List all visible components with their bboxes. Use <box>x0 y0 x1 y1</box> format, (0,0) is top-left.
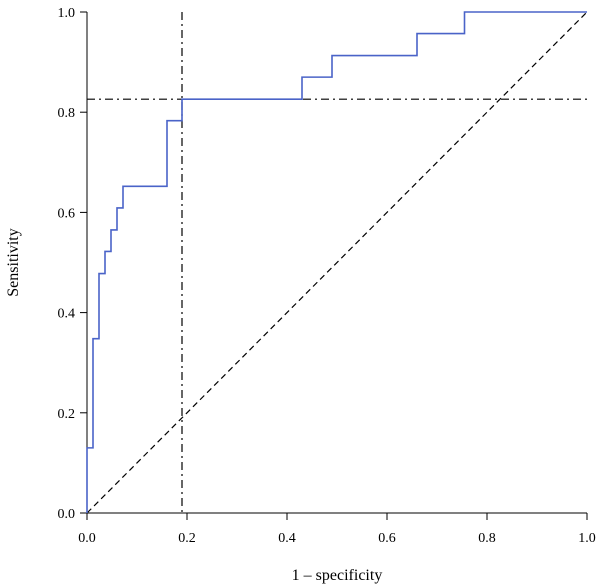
series-group <box>86 11 587 513</box>
x-tick-label: 0.8 <box>478 531 496 546</box>
reference-line-diagonal <box>86 11 588 514</box>
x-tick-label: 0.2 <box>178 531 196 546</box>
reference-lines <box>86 11 588 514</box>
x-tick-label: 1.0 <box>578 531 596 546</box>
x-tick-label: 0.0 <box>78 531 96 546</box>
x-tick-label: 0.6 <box>378 531 396 546</box>
y-axis-title: Sensitivity <box>5 228 22 296</box>
y-tick-label: 0.4 <box>58 307 76 322</box>
y-tick-label: 0.2 <box>58 407 76 422</box>
y-tick-label: 0.8 <box>58 106 76 121</box>
y-tick-label: 1.0 <box>58 6 76 21</box>
roc-curve-line <box>86 11 587 513</box>
axes <box>80 11 588 520</box>
y-tick-label: 0.6 <box>58 206 76 221</box>
x-axis-title: 1 – specificity <box>292 567 383 584</box>
x-tick-label: 0.4 <box>278 531 296 546</box>
tick-labels: 0.0 0.2 0.4 0.6 0.8 1.0 0.0 0.2 0.4 0.6 0.8 1.0 <box>58 6 596 546</box>
y-tick-label: 0.0 <box>58 507 76 522</box>
